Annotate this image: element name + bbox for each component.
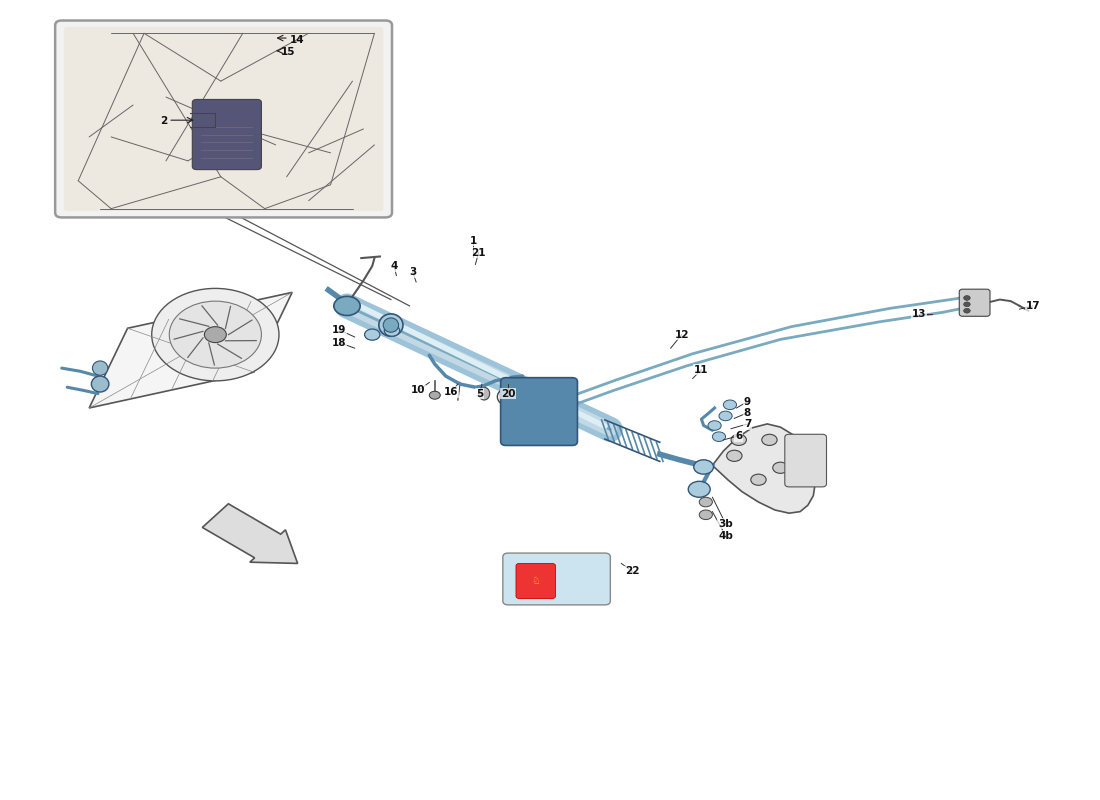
Circle shape	[700, 510, 713, 519]
FancyBboxPatch shape	[959, 289, 990, 316]
Text: 20: 20	[502, 389, 516, 398]
Text: 18: 18	[332, 338, 346, 347]
Ellipse shape	[378, 314, 403, 336]
Circle shape	[751, 474, 767, 486]
Circle shape	[689, 482, 711, 498]
FancyBboxPatch shape	[503, 553, 611, 605]
Text: 1: 1	[470, 235, 476, 246]
Ellipse shape	[383, 318, 398, 332]
Circle shape	[700, 498, 713, 507]
Circle shape	[429, 391, 440, 399]
Ellipse shape	[502, 391, 516, 402]
Polygon shape	[713, 424, 815, 514]
Text: 4: 4	[390, 261, 398, 271]
FancyBboxPatch shape	[192, 99, 262, 170]
FancyBboxPatch shape	[516, 563, 556, 598]
Text: 17: 17	[1025, 301, 1041, 311]
FancyBboxPatch shape	[55, 21, 392, 218]
Polygon shape	[89, 292, 293, 408]
Circle shape	[727, 450, 742, 462]
Text: 7: 7	[744, 419, 751, 429]
Circle shape	[964, 308, 970, 313]
Circle shape	[152, 288, 279, 381]
Text: 6: 6	[735, 431, 743, 441]
Text: 16: 16	[444, 387, 459, 397]
Circle shape	[713, 432, 726, 442]
Text: 11: 11	[694, 365, 708, 374]
Text: 10: 10	[411, 386, 426, 395]
Text: 22: 22	[625, 566, 639, 577]
Circle shape	[384, 325, 399, 336]
Circle shape	[964, 302, 970, 306]
Circle shape	[719, 411, 733, 421]
FancyArrow shape	[202, 504, 298, 563]
Text: 12: 12	[674, 330, 689, 340]
Text: 8: 8	[744, 408, 751, 418]
FancyBboxPatch shape	[64, 27, 383, 211]
Circle shape	[732, 434, 747, 446]
Circle shape	[724, 400, 737, 410]
FancyBboxPatch shape	[784, 434, 826, 487]
Ellipse shape	[91, 376, 109, 392]
Text: 21: 21	[472, 247, 486, 258]
Circle shape	[762, 434, 777, 446]
FancyBboxPatch shape	[500, 378, 578, 446]
Circle shape	[364, 329, 380, 340]
Text: 3b: 3b	[718, 518, 733, 529]
Circle shape	[772, 462, 788, 474]
Circle shape	[964, 295, 970, 300]
Circle shape	[694, 460, 714, 474]
Text: 3: 3	[409, 267, 417, 278]
Text: 13: 13	[912, 309, 926, 319]
Text: 2: 2	[161, 116, 167, 126]
Text: ♘: ♘	[531, 576, 540, 586]
Circle shape	[708, 421, 722, 430]
Text: 15: 15	[282, 47, 296, 58]
Text: 4b: 4b	[718, 530, 733, 541]
Text: 5: 5	[476, 389, 483, 398]
Text: 14: 14	[290, 34, 305, 45]
Text: 9: 9	[744, 397, 751, 406]
Ellipse shape	[478, 387, 490, 400]
Text: 19: 19	[332, 325, 346, 335]
Circle shape	[333, 296, 360, 315]
Ellipse shape	[92, 361, 108, 375]
Circle shape	[205, 326, 227, 342]
Circle shape	[169, 301, 262, 368]
